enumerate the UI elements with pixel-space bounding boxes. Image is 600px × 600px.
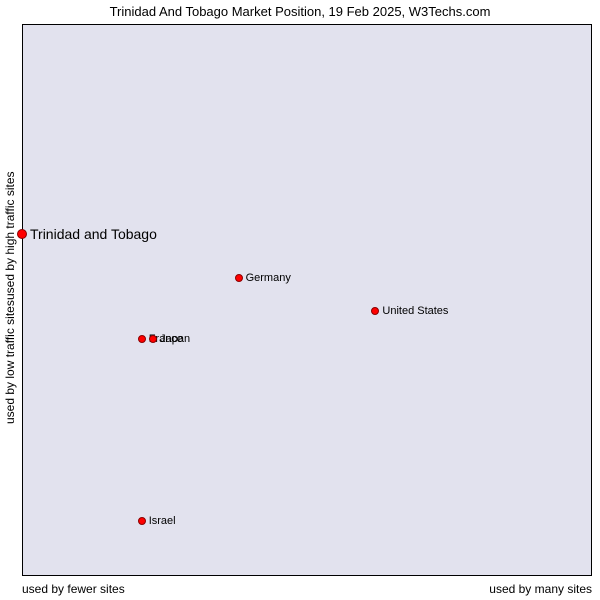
data-point [138, 335, 146, 343]
data-point-label: Trinidad and Tobago [30, 226, 157, 242]
data-point-label: United States [382, 305, 448, 317]
y-axis-label-bottom: used by low traffic sites [2, 300, 18, 576]
x-axis-label-left: used by fewer sites [22, 582, 125, 596]
data-point [235, 274, 243, 282]
data-point-label: Germany [246, 272, 291, 284]
data-point [149, 335, 157, 343]
data-point [17, 229, 27, 239]
data-point-label: Israel [149, 515, 176, 527]
market-position-chart: Trinidad And Tobago Market Position, 19 … [0, 0, 600, 600]
x-axis-label-right: used by many sites [489, 582, 592, 596]
y-axis-label-top: used by high traffic sites [2, 24, 18, 300]
chart-title: Trinidad And Tobago Market Position, 19 … [0, 4, 600, 19]
data-point [371, 307, 379, 315]
data-point-label: Japan [160, 333, 190, 345]
plot-area [22, 24, 592, 576]
data-point [138, 517, 146, 525]
